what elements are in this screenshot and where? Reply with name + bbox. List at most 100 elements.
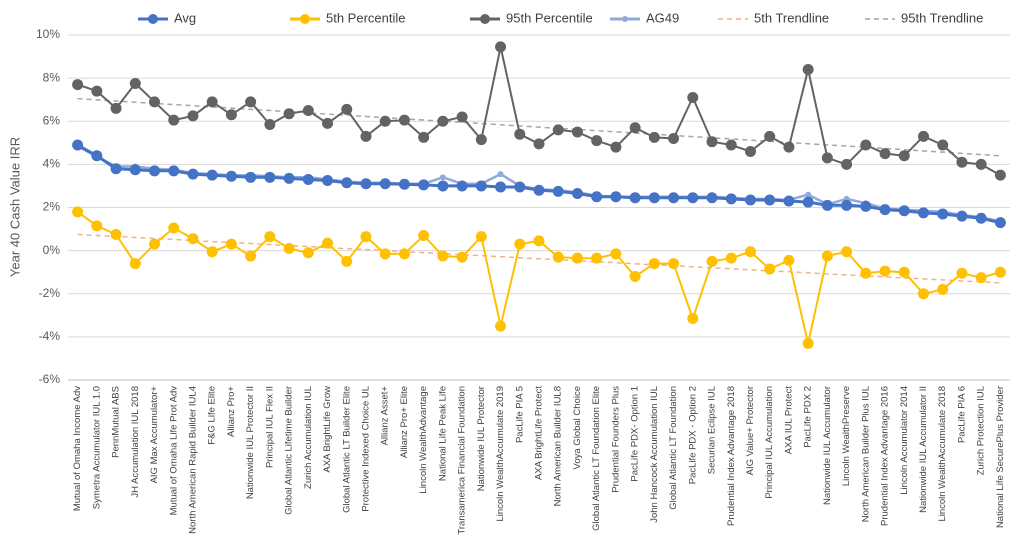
data-point [917,130,929,142]
data-point [110,228,122,240]
y-tick-label: 0% [43,243,61,257]
data-point [187,233,199,245]
data-point [591,191,603,203]
data-point [398,178,410,190]
data-point [206,246,218,258]
x-tick-label: AXA IUL Protect [783,386,794,455]
data-point [322,237,334,249]
data-point [456,111,468,123]
legend-label: 95th Trendline [901,10,983,25]
data-point [744,246,756,258]
data-point [860,139,872,151]
data-point [706,255,718,267]
data-point [264,171,276,183]
data-point [283,172,295,184]
data-point [495,320,507,332]
data-point [629,192,641,204]
data-point [245,96,257,108]
y-tick-label: -4% [39,329,61,343]
data-point [994,266,1006,278]
y-tick-label: 10% [36,27,60,41]
data-point [744,145,756,157]
legend-marker [300,14,310,24]
legend-marker [622,16,628,22]
legend-label: Avg [174,10,196,25]
x-tick-label: Global Atlantic Lifetime Builder [284,386,295,515]
data-point [668,133,680,144]
data-point [706,136,718,148]
x-tick-label: Protective Indexed Choice UL [360,386,371,512]
data-point [418,131,430,143]
x-tick-label: AXA BrightLife Protect [534,386,545,480]
data-point [110,102,122,114]
x-tick-label: PennMutual ABS [111,386,122,458]
data-point [956,267,968,279]
x-tick-label: Allianz Asset+ [380,386,391,446]
x-tick-label: Prudential Founders Plus [610,386,621,493]
x-tick-label: Securian Eclipse IUL [707,386,718,474]
data-point [72,139,84,151]
data-point [360,130,372,142]
data-point [821,199,833,211]
x-tick-label: Lincoln WealthAdvantage [418,386,429,494]
data-point [168,114,180,126]
data-point [264,231,276,243]
data-point [168,165,180,177]
x-tick-label: North American Builder Plus IUL [860,386,871,522]
data-point [379,248,391,260]
data-point [879,265,891,277]
x-tick-label: Mutual of Omaha Income Adv [72,386,83,511]
x-tick-label: Transamerica Financial Foundation [457,386,468,535]
data-point [418,179,430,191]
x-tick-label: North American Builder IUL8 [553,386,564,506]
x-tick-label: AIG Max Accumulator+ [149,386,160,484]
legend-label: 5th Percentile [326,10,406,25]
data-point [379,178,391,190]
y-tick-label: 8% [43,70,61,84]
data-point [341,255,353,267]
data-point [687,313,699,325]
data-point [495,41,507,53]
data-point [764,130,776,142]
series-line [77,97,1001,157]
x-tick-label: Zurich Protection IUL [976,386,987,475]
data-point [956,156,968,168]
data-point [533,138,545,150]
legend-marker [148,14,158,24]
x-tick-label: Allianz Pro+ Elite [399,386,410,458]
data-point [687,92,699,104]
data-point [879,148,891,160]
y-tick-label: 2% [43,200,61,214]
data-point [898,266,910,278]
y-tick-label: -6% [39,372,61,386]
data-point [283,242,295,254]
data-point [975,272,987,284]
data-point [264,118,276,130]
data-point [497,171,504,178]
data-point [802,337,814,349]
data-point [302,173,314,185]
x-tick-label: Lincoln Accumulator 2014 [899,386,910,495]
data-point [225,170,237,182]
x-tick-label: Lincoln WealthAccumulate 2018 [937,386,948,522]
data-point [552,124,564,136]
y-tick-label: 4% [43,157,61,171]
data-point [668,192,680,204]
x-tick-label: Allianz Pro+ [226,386,237,437]
data-point [437,250,449,262]
data-point [764,263,776,275]
x-tick-label: North American Rapid Builder IUL4 [187,386,198,534]
data-point [245,171,257,183]
data-point [860,200,872,212]
data-point [860,267,872,279]
data-point [802,64,814,75]
data-point [802,196,814,208]
data-point [687,192,699,204]
x-tick-label: John Hancock Accumulation IUL [649,386,660,523]
data-point [994,217,1006,229]
data-point [187,168,199,180]
x-tick-label: Symetra Accumulator IUL 1.0 [91,386,102,509]
data-point [206,169,218,181]
data-point [783,141,795,153]
